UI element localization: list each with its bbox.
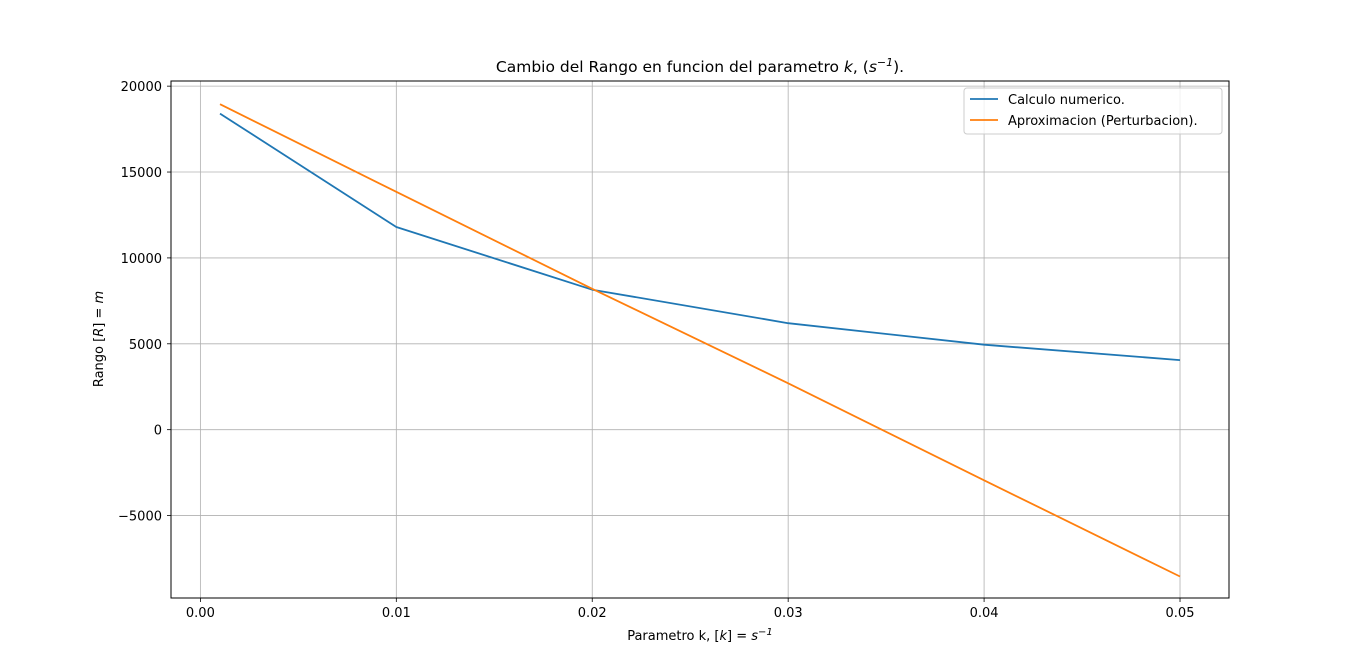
x-tick-label: 0.02: [578, 606, 607, 621]
y-tick-label: 15000: [121, 166, 162, 181]
y-tick-label: 20000: [121, 80, 162, 95]
series-lines: [219, 103, 1181, 578]
legend: Calculo numerico. Aproximacion (Perturba…: [963, 87, 1223, 135]
x-tick-label: 0.00: [186, 606, 215, 621]
grid-lines: [171, 81, 1229, 598]
x-tick-label: 0.05: [1166, 606, 1195, 621]
chart-title: Cambio del Rango en funcion del parametr…: [496, 56, 904, 76]
x-tick-label: 0.04: [970, 606, 999, 621]
legend-label-calculo-numerico: Calculo numerico.: [1008, 93, 1125, 108]
y-tick-label: 10000: [121, 252, 162, 267]
x-axis-label: Parametro k, [k] = s−1: [627, 627, 773, 644]
legend-label-aproximacion: Aproximacion (Perturbacion).: [1008, 114, 1198, 129]
x-tick-label: 0.03: [774, 606, 803, 621]
axis-ticks: 0.00 0.01 0.02 0.03 0.04 0.05 −5000 0 5000 10000 1…: [118, 80, 1194, 621]
series-line-aproximacion-perturbacion: [219, 103, 1181, 578]
y-tick-label: −5000: [118, 510, 162, 525]
legend-box: [963, 87, 1223, 135]
x-tick-label: 0.01: [382, 606, 411, 621]
plot-frame: [170, 80, 1230, 599]
y-tick-label: 5000: [129, 338, 162, 353]
y-tick-label: 0: [154, 424, 162, 439]
series-line-calculo-numerico: [219, 112, 1181, 361]
y-axis-label: Rango [R] = m: [92, 291, 107, 387]
